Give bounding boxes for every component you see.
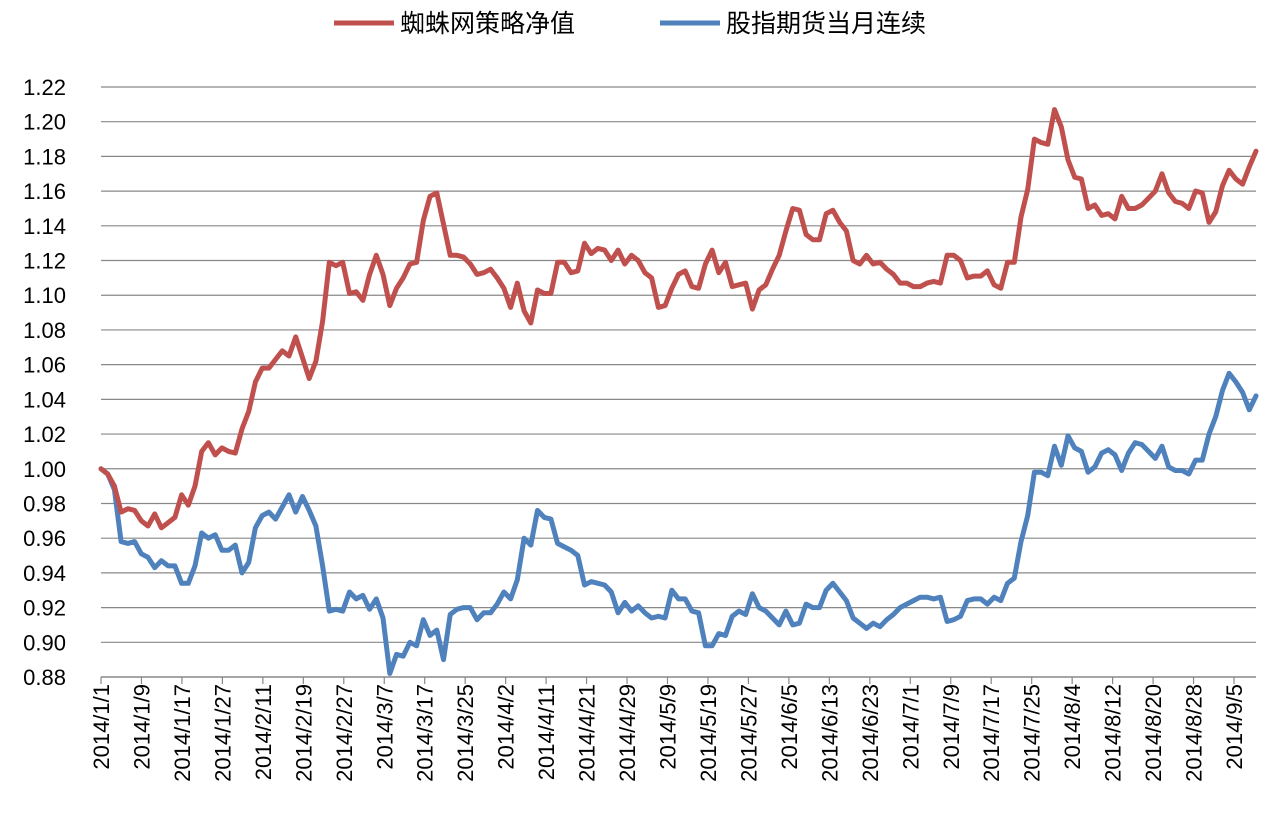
legend: 蜘蛛网策略净值 股指期货当月连续 — [334, 9, 926, 38]
y-tick-label: 1.22 — [23, 75, 66, 100]
x-tick-label: 2014/5/19 — [696, 684, 721, 782]
y-tick-label: 1.02 — [23, 422, 66, 447]
series-line-strategy — [98, 107, 1259, 531]
x-tick-label: 2014/7/1 — [898, 684, 923, 770]
x-tick-label: 2014/8/12 — [1101, 684, 1126, 782]
x-tick-label: 2014/1/17 — [170, 684, 195, 782]
x-tick-label: 2014/4/29 — [615, 684, 640, 782]
y-tick-label: 0.96 — [23, 526, 66, 551]
x-tick-label: 2014/3/25 — [453, 684, 478, 782]
x-tick-label: 2014/5/9 — [656, 684, 681, 770]
x-tick-label: 2014/8/4 — [1060, 684, 1085, 770]
x-tick-label: 2014/5/27 — [736, 684, 761, 782]
y-axis-tick-labels: 0.88 0.90 0.92 0.94 0.96 0.98 1.00 1.02 1.04 1.06… — [23, 75, 66, 690]
x-tick-label: 2014/2/27 — [332, 684, 357, 782]
x-tick-label: 2014/6/23 — [858, 684, 883, 782]
gridlines — [101, 86, 1256, 643]
x-tick-label: 2014/4/2 — [494, 684, 519, 770]
legend-label-strategy: 蜘蛛网策略净值 — [400, 9, 575, 38]
x-tick-label: 2014/4/21 — [575, 684, 600, 782]
x-tick-label: 2014/9/5 — [1222, 684, 1247, 770]
x-tick-label: 2014/1/27 — [210, 684, 235, 782]
legend-label-futures: 股指期货当月连续 — [726, 9, 926, 38]
y-tick-label: 1.12 — [23, 249, 66, 274]
x-axis-tick-labels: 2014/1/1 2014/1/9 2014/1/17 2014/1/27 2014/2… — [89, 677, 1247, 782]
x-tick-label: 2014/3/7 — [372, 684, 397, 770]
y-tick-label: 1.16 — [23, 179, 66, 204]
x-tick-label: 2014/7/9 — [939, 684, 964, 770]
y-tick-label: 0.90 — [23, 630, 66, 655]
y-tick-label: 0.92 — [23, 596, 66, 621]
y-tick-label: 0.94 — [23, 561, 66, 586]
x-tick-label: 2014/7/17 — [979, 684, 1004, 782]
x-tick-label: 2014/1/9 — [129, 684, 154, 770]
series-line-futures — [98, 370, 1259, 676]
y-tick-label: 1.06 — [23, 353, 66, 378]
x-tick-label: 2014/6/13 — [817, 684, 842, 782]
x-tick-label: 2014/8/28 — [1182, 684, 1207, 782]
y-tick-label: 1.08 — [23, 318, 66, 343]
x-tick-label: 2014/1/1 — [89, 684, 114, 770]
x-tick-label: 2014/3/17 — [413, 684, 438, 782]
y-tick-label: 1.10 — [23, 283, 66, 308]
y-tick-label: 1.04 — [23, 387, 66, 412]
x-tick-label: 2014/4/11 — [534, 684, 559, 780]
y-tick-label: 0.98 — [23, 491, 66, 516]
x-tick-label: 2014/8/20 — [1141, 684, 1166, 782]
x-tick-label: 2014/2/11 — [251, 684, 276, 780]
x-tick-label: 2014/6/5 — [777, 684, 802, 770]
y-tick-label: 0.88 — [23, 665, 66, 690]
y-tick-label: 1.14 — [23, 214, 66, 239]
series-layer — [98, 107, 1259, 676]
y-tick-label: 1.18 — [23, 144, 66, 169]
y-tick-label: 1.20 — [23, 110, 66, 135]
x-tick-label: 2014/7/25 — [1020, 684, 1045, 782]
x-tick-label: 2014/2/19 — [291, 684, 316, 782]
y-tick-label: 1.00 — [23, 457, 66, 482]
